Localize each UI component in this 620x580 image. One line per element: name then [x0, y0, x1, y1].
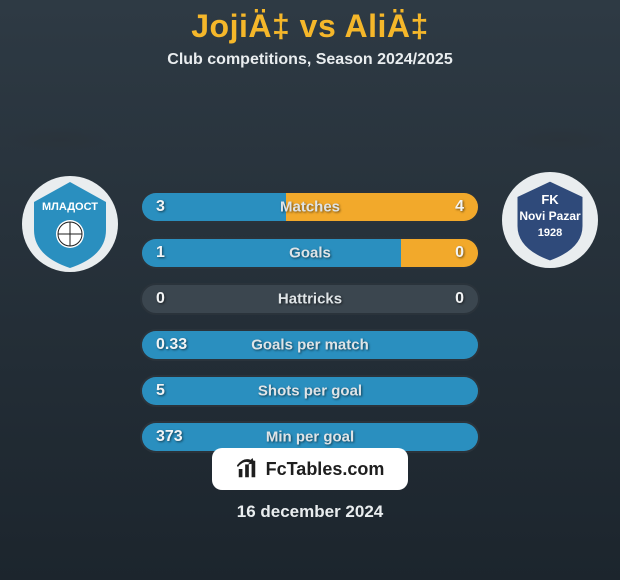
- club-crest-left: МЛАДОСТ: [20, 174, 120, 274]
- stat-label: Goals: [289, 245, 331, 262]
- stat-value-left: 3: [156, 198, 165, 216]
- shield-icon: МЛАДОСТ: [20, 174, 120, 274]
- stat-label: Min per goal: [266, 429, 354, 446]
- crest-right-label-year: 1928: [538, 227, 562, 239]
- fctables-branding: FcTables.com: [212, 448, 409, 490]
- crest-right-label-top: FK: [541, 192, 559, 207]
- stat-label: Matches: [280, 199, 340, 216]
- stat-label: Shots per goal: [258, 383, 362, 400]
- branding-row: FcTables.com: [0, 448, 620, 490]
- stat-value-left: 1: [156, 244, 165, 262]
- stat-row: 0 0 Hattricks: [140, 283, 480, 315]
- crest-right-label-mid: Novi Pazar: [519, 209, 581, 223]
- stat-value-left: 5: [156, 382, 165, 400]
- shield-icon: FK Novi Pazar 1928: [500, 170, 600, 270]
- club-crest-right: FK Novi Pazar 1928: [500, 170, 600, 270]
- stat-value-right: 0: [455, 290, 464, 308]
- chart-icon: [236, 458, 258, 480]
- page-title: JojiÄ‡ vs AliÄ‡: [0, 0, 620, 45]
- comparison-card: JojiÄ‡ vs AliÄ‡ Club competitions, Seaso…: [0, 0, 620, 580]
- stat-label: Hattricks: [278, 291, 342, 308]
- player-shadow-left: [5, 127, 115, 153]
- stat-value-right: 0: [455, 244, 464, 262]
- stat-row: 5 Shots per goal: [140, 375, 480, 407]
- stat-row: 0.33 Goals per match: [140, 329, 480, 361]
- fill-left: [142, 239, 401, 267]
- fill-right: [401, 239, 478, 267]
- stat-row: 3 4 Matches: [140, 191, 480, 223]
- player-shadow-right: [505, 127, 615, 153]
- stat-label: Goals per match: [251, 337, 369, 354]
- stat-row: 1 0 Goals: [140, 237, 480, 269]
- crest-left-label: МЛАДОСТ: [42, 201, 98, 213]
- season-subtitle: Club competitions, Season 2024/2025: [0, 51, 620, 69]
- stat-value-right: 4: [455, 198, 464, 216]
- stat-value-left: 0: [156, 290, 165, 308]
- stat-value-left: 0.33: [156, 336, 187, 354]
- snapshot-date: 16 december 2024: [0, 502, 620, 522]
- stat-value-left: 373: [156, 428, 183, 446]
- branding-text: FcTables.com: [266, 459, 385, 480]
